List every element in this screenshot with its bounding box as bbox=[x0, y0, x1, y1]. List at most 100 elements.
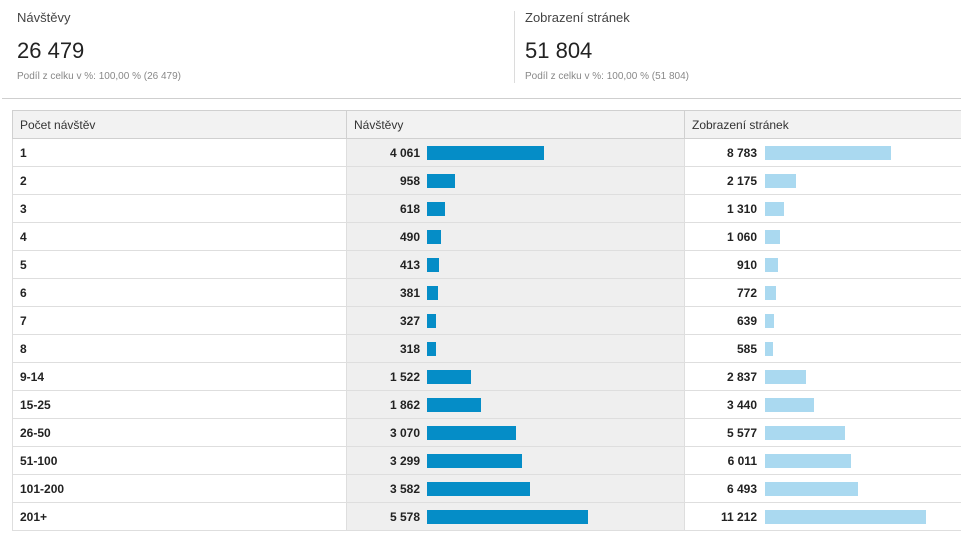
table-row[interactable]: 8 318 585 bbox=[12, 334, 961, 363]
visits-cell: 318 bbox=[346, 334, 685, 363]
table-row[interactable]: 101-200 3 582 6 493 bbox=[12, 474, 961, 503]
pageviews-metric: Zobrazení stránek 51 804 Podíl z celku v… bbox=[525, 10, 689, 82]
table-row[interactable]: 5 413 910 bbox=[12, 250, 961, 279]
pageviews-value: 8 783 bbox=[726, 146, 757, 160]
visits-bar bbox=[427, 258, 439, 272]
pageviews-value: 639 bbox=[736, 314, 757, 328]
visits-bar bbox=[427, 314, 436, 328]
pageviews-bar bbox=[765, 174, 796, 188]
table-row[interactable]: 26-50 3 070 5 577 bbox=[12, 418, 961, 447]
visits-bar bbox=[427, 482, 530, 496]
table-row[interactable]: 4 490 1 060 bbox=[12, 222, 961, 251]
visit-count-cell: 1 bbox=[12, 138, 347, 167]
pageviews-value: 2 175 bbox=[726, 174, 757, 188]
pageviews-cell: 6 011 bbox=[684, 446, 961, 475]
pageviews-value: 5 577 bbox=[726, 426, 757, 440]
visit-count-cell: 8 bbox=[12, 334, 347, 363]
pageviews-cell: 772 bbox=[684, 278, 961, 307]
visits-value: 3 070 bbox=[389, 426, 420, 440]
visits-metric-value: 26 479 bbox=[17, 38, 85, 63]
visit-count-cell: 4 bbox=[12, 222, 347, 251]
visit-count-cell: 26-50 bbox=[12, 418, 347, 447]
visits-cell: 3 070 bbox=[346, 418, 685, 447]
visits-value: 490 bbox=[399, 230, 420, 244]
visits-value: 3 299 bbox=[389, 454, 420, 468]
visits-value: 381 bbox=[399, 286, 420, 300]
pageviews-cell: 639 bbox=[684, 306, 961, 335]
pageviews-metric-title: Zobrazení stránek bbox=[525, 10, 630, 25]
visits-bar bbox=[427, 454, 522, 468]
visits-cell: 1 522 bbox=[346, 362, 685, 391]
visits-value: 1 522 bbox=[389, 370, 420, 384]
pageviews-bar bbox=[765, 482, 858, 496]
visit-count-cell: 201+ bbox=[12, 502, 347, 531]
visits-cell: 327 bbox=[346, 306, 685, 335]
column-header-pageviews[interactable]: Zobrazení stránek bbox=[684, 110, 961, 139]
pageviews-cell: 1 060 bbox=[684, 222, 961, 251]
visit-count-cell: 101-200 bbox=[12, 474, 347, 503]
visits-cell: 618 bbox=[346, 194, 685, 223]
pageviews-bar bbox=[765, 286, 776, 300]
visits-bar bbox=[427, 286, 438, 300]
pageviews-bar bbox=[765, 426, 845, 440]
visits-value: 1 862 bbox=[389, 398, 420, 412]
visits-cell: 3 582 bbox=[346, 474, 685, 503]
pageviews-metric-share: Podíl z celku v %: 100,00 % (51 804) bbox=[525, 71, 689, 82]
visits-cell: 4 061 bbox=[346, 138, 685, 167]
column-header-visits[interactable]: Návštěvy bbox=[346, 110, 685, 139]
pageviews-value: 2 837 bbox=[726, 370, 757, 384]
table-row[interactable]: 201+ 5 578 11 212 bbox=[12, 502, 961, 531]
visit-count-cell: 3 bbox=[12, 194, 347, 223]
pageviews-value: 11 212 bbox=[720, 510, 757, 524]
pageviews-bar bbox=[765, 230, 780, 244]
pageviews-cell: 5 577 bbox=[684, 418, 961, 447]
pageviews-bar bbox=[765, 202, 784, 216]
table-row[interactable]: 3 618 1 310 bbox=[12, 194, 961, 223]
pageviews-bar bbox=[765, 454, 851, 468]
table-row[interactable]: 51-100 3 299 6 011 bbox=[12, 446, 961, 475]
visits-bar bbox=[427, 342, 436, 356]
pageviews-bar bbox=[765, 146, 891, 160]
visits-bar bbox=[427, 398, 481, 412]
pageviews-cell: 2 837 bbox=[684, 362, 961, 391]
metric-divider bbox=[514, 11, 515, 83]
visits-bar bbox=[427, 202, 445, 216]
visit-count-table: Počet návštěv Návštěvy Zobrazení stránek… bbox=[12, 110, 961, 531]
visits-value: 618 bbox=[399, 202, 420, 216]
table-row[interactable]: 7 327 639 bbox=[12, 306, 961, 335]
pageviews-cell: 2 175 bbox=[684, 166, 961, 195]
pageviews-bar bbox=[765, 510, 926, 524]
pageviews-bar bbox=[765, 342, 773, 356]
visits-metric: Návštěvy 26 479 Podíl z celku v %: 100,0… bbox=[17, 10, 181, 82]
visits-bar bbox=[427, 230, 441, 244]
pageviews-cell: 585 bbox=[684, 334, 961, 363]
pageviews-bar bbox=[765, 258, 778, 272]
visits-cell: 381 bbox=[346, 278, 685, 307]
pageviews-metric-value: 51 804 bbox=[525, 38, 593, 63]
pageviews-value: 585 bbox=[736, 342, 757, 356]
visit-count-cell: 15-25 bbox=[12, 390, 347, 419]
visits-cell: 490 bbox=[346, 222, 685, 251]
column-header-visit-count[interactable]: Počet návštěv bbox=[12, 110, 347, 139]
table-row[interactable]: 15-25 1 862 3 440 bbox=[12, 390, 961, 419]
pageviews-cell: 910 bbox=[684, 250, 961, 279]
visit-count-cell: 51-100 bbox=[12, 446, 347, 475]
table-row[interactable]: 2 958 2 175 bbox=[12, 166, 961, 195]
visits-metric-title: Návštěvy bbox=[17, 10, 71, 25]
pageviews-cell: 6 493 bbox=[684, 474, 961, 503]
visits-cell: 3 299 bbox=[346, 446, 685, 475]
table-row[interactable]: 9-14 1 522 2 837 bbox=[12, 362, 961, 391]
visits-bar bbox=[427, 146, 544, 160]
summary-separator bbox=[2, 98, 961, 99]
visit-count-cell: 7 bbox=[12, 306, 347, 335]
table-row[interactable]: 1 4 061 8 783 bbox=[12, 138, 961, 167]
visit-count-cell: 5 bbox=[12, 250, 347, 279]
table-row[interactable]: 6 381 772 bbox=[12, 278, 961, 307]
visits-value: 4 061 bbox=[389, 146, 420, 160]
visits-cell: 413 bbox=[346, 250, 685, 279]
visits-value: 3 582 bbox=[389, 482, 420, 496]
pageviews-cell: 8 783 bbox=[684, 138, 961, 167]
summary-panel: Návštěvy 26 479 Podíl z celku v %: 100,0… bbox=[0, 0, 961, 98]
pageviews-value: 6 011 bbox=[727, 454, 757, 468]
